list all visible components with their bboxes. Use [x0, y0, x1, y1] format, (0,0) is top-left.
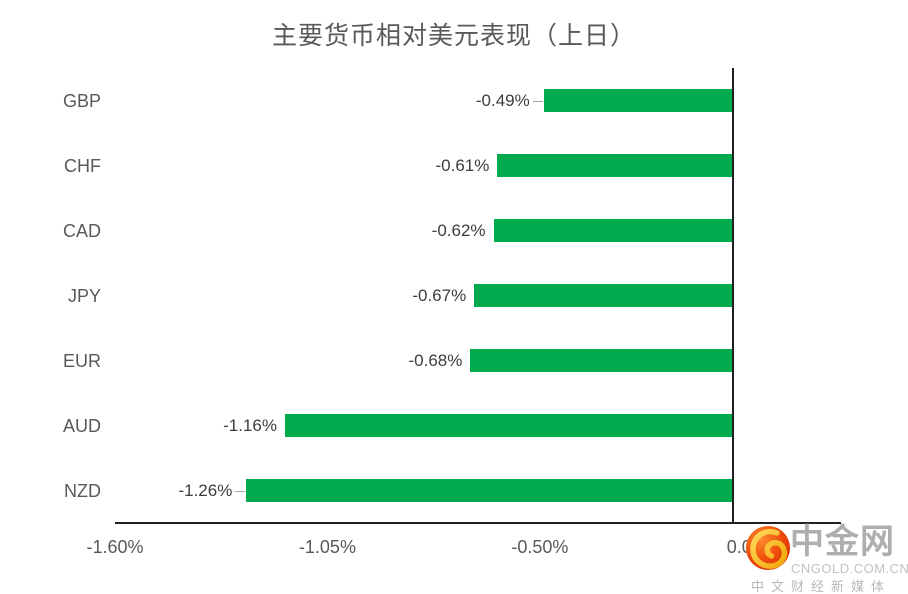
watermark-brand-name: 中金网 — [790, 523, 895, 561]
value-label-jpy: -0.67% — [412, 285, 467, 305]
bar-jpy — [474, 284, 733, 307]
value-label-cad: -0.62% — [431, 220, 486, 240]
watermark-domain: CNGOLD.COM.CN — [791, 561, 908, 576]
value-label-chf: -0.61% — [435, 155, 490, 175]
bar-eur — [470, 349, 733, 372]
bar-aud — [284, 414, 733, 437]
category-label-cad: CAD — [62, 220, 101, 241]
red-swirl-logo-icon — [746, 526, 790, 570]
bar-cad — [493, 219, 733, 242]
value-label-aud: -1.16% — [223, 415, 277, 435]
category-label-gbp: GBP — [62, 90, 101, 111]
category-label-aud: AUD — [62, 415, 101, 436]
leader-line — [235, 490, 246, 492]
category-label-jpy: JPY — [67, 285, 101, 306]
category-label-nzd: NZD — [64, 480, 101, 501]
bar-gbp — [543, 89, 733, 112]
category-label-chf: CHF — [64, 155, 101, 176]
watermark-tagline: 中文财经新媒体 — [751, 579, 892, 594]
value-label-eur: -0.68% — [408, 350, 463, 370]
cngold-watermark: 中金网 CNGOLD.COM.CN 中文财经新媒体 — [744, 524, 908, 594]
value-label-gbp: -0.49% — [475, 90, 530, 110]
x-axis-line — [115, 522, 841, 524]
x-tick-label: -1.05% — [298, 537, 356, 557]
leader-line — [532, 100, 543, 102]
bar-nzd — [246, 479, 733, 502]
bar-chf — [497, 154, 733, 177]
zero-axis-line — [732, 68, 734, 524]
chart-title: 主要货币相对美元表现（上日） — [271, 22, 636, 50]
category-label-eur: EUR — [62, 350, 101, 371]
x-tick-label: -0.50% — [511, 537, 569, 557]
value-label-nzd: -1.26% — [178, 480, 233, 500]
x-tick-label: -1.60% — [86, 537, 144, 557]
